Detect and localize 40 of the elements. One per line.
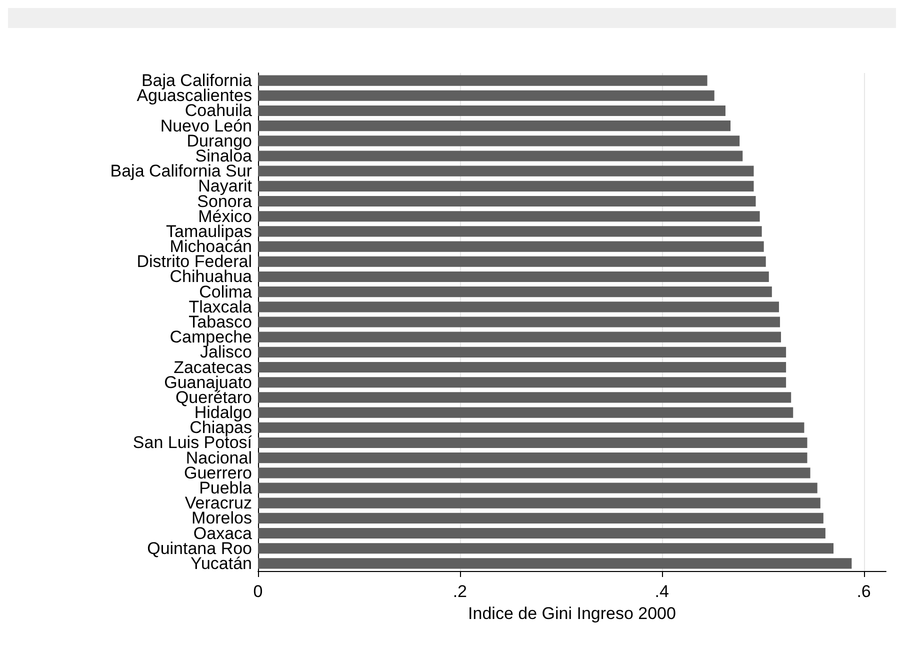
bar: [258, 512, 824, 524]
bar: [258, 437, 808, 448]
bar: [258, 136, 740, 146]
bar: [258, 392, 792, 403]
bar: [258, 196, 756, 207]
bar: [258, 543, 834, 554]
bar: [258, 346, 786, 358]
bar: [258, 498, 820, 508]
bar: [258, 482, 818, 494]
bar: [258, 468, 810, 478]
bar: [258, 332, 781, 342]
bar: [258, 105, 726, 116]
bar: [258, 150, 743, 162]
bar: [258, 528, 826, 539]
x-tick-label: .6: [856, 582, 871, 601]
bar: [258, 302, 779, 312]
y-tick-label: Nayarit: [198, 176, 252, 196]
bar: [258, 166, 754, 176]
bar: [258, 362, 786, 373]
bar: [258, 316, 780, 328]
bar: [258, 180, 754, 192]
x-axis-title: Indice de Gini Ingreso 2000: [468, 604, 676, 623]
x-tick-label: .2: [452, 582, 468, 601]
bar: [258, 452, 808, 464]
bar: [258, 211, 760, 222]
bar: [258, 120, 731, 132]
bar: [258, 241, 764, 252]
bar: [258, 377, 786, 388]
bar: [258, 422, 804, 433]
bar: [258, 558, 852, 569]
bar: [258, 75, 708, 86]
bar: [258, 256, 766, 267]
bar: [258, 90, 714, 101]
bar: [258, 286, 772, 298]
bar: [258, 271, 769, 282]
bar: [258, 226, 762, 237]
x-tick-label: .4: [654, 582, 669, 601]
x-tick-label: 0: [253, 582, 263, 601]
y-tick-label: Hidalgo: [194, 403, 252, 422]
bar: [258, 407, 794, 418]
